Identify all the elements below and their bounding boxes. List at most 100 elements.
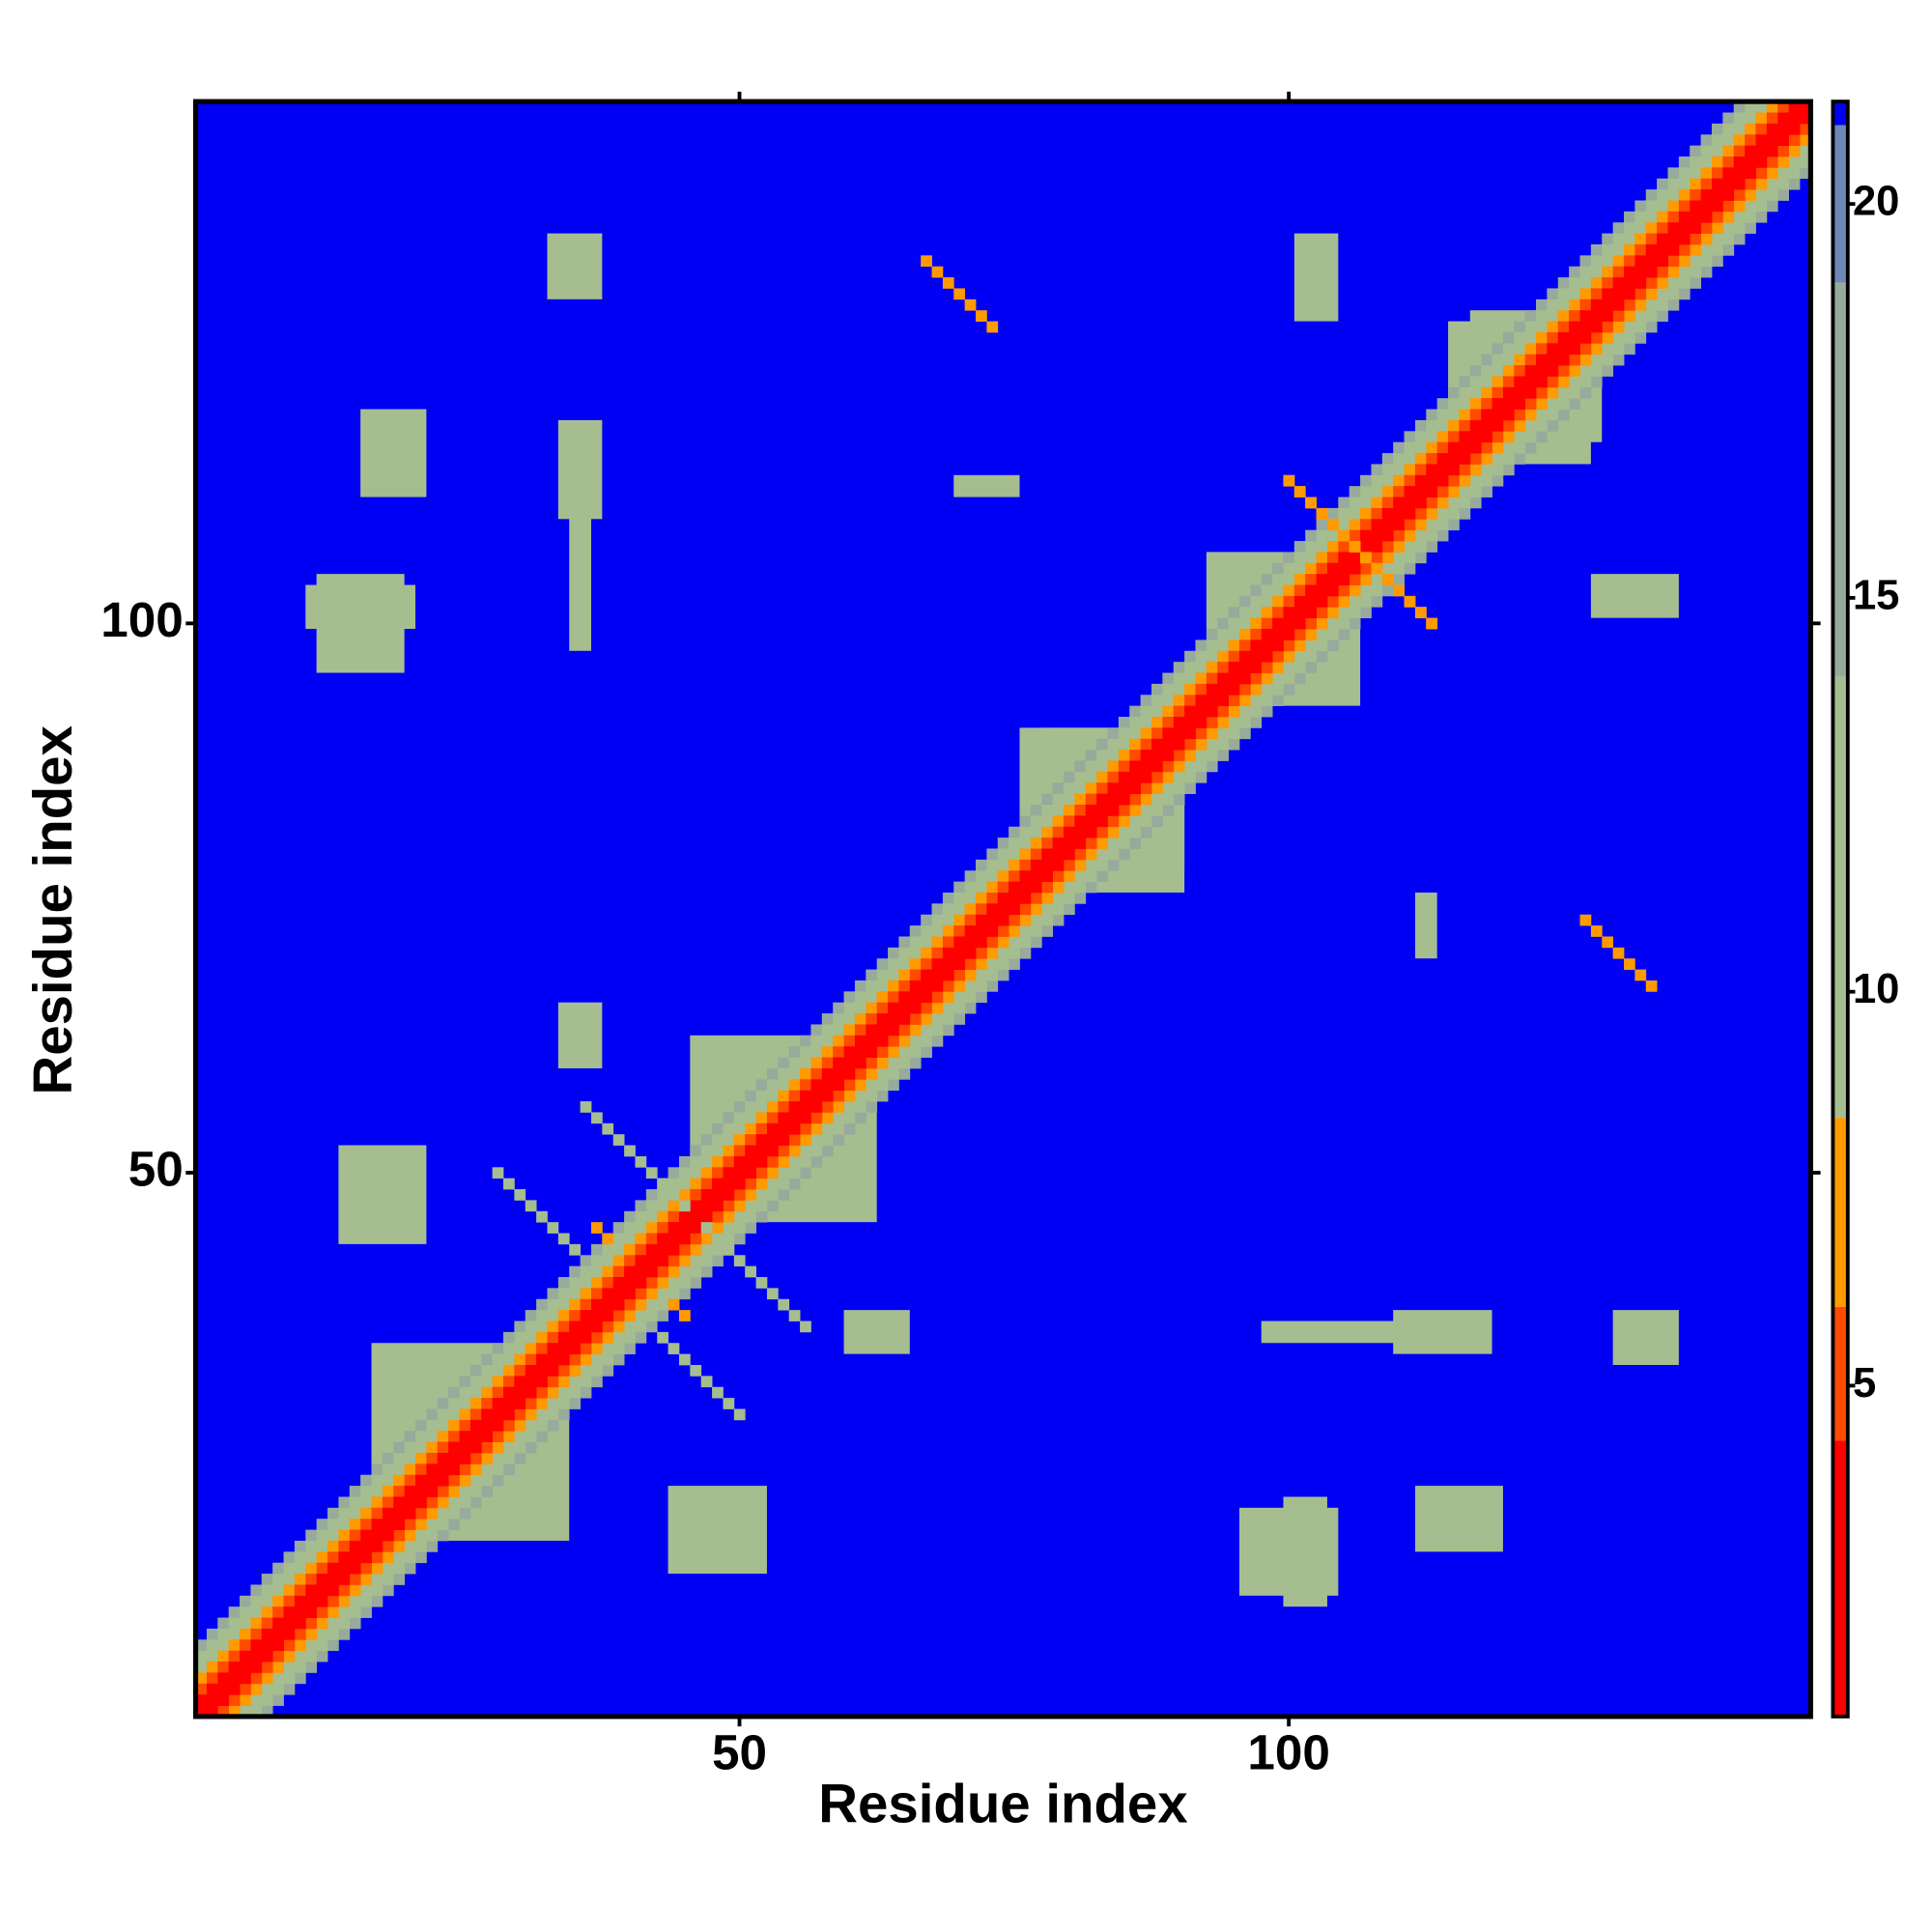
cell <box>1547 310 1559 322</box>
cell <box>712 1145 724 1157</box>
cell <box>217 1639 230 1652</box>
cell <box>240 1628 251 1640</box>
cell <box>1502 365 1515 377</box>
cell <box>569 1386 581 1399</box>
cell <box>976 980 987 992</box>
cell <box>733 1222 746 1234</box>
cell <box>1426 541 1438 553</box>
cell <box>261 1617 273 1630</box>
cell <box>778 1112 790 1124</box>
cell <box>1799 134 1811 147</box>
cell <box>1009 903 1020 916</box>
contact-patch <box>1293 233 1339 322</box>
cell <box>1404 474 1416 487</box>
cell <box>1085 771 1097 783</box>
cell <box>1293 595 1306 608</box>
cell <box>645 1310 658 1321</box>
cell <box>382 1519 394 1530</box>
cell <box>1238 639 1251 652</box>
cell <box>272 1562 284 1575</box>
cell <box>206 1683 218 1695</box>
cell <box>360 1529 372 1542</box>
cell <box>645 1233 658 1245</box>
cell <box>898 1002 911 1014</box>
cell <box>261 1672 273 1685</box>
cell <box>876 1013 889 1025</box>
cell <box>690 1222 702 1234</box>
cell <box>964 958 977 970</box>
cell <box>338 1507 351 1520</box>
cell <box>426 1507 439 1520</box>
cell <box>1151 760 1163 773</box>
cell <box>1777 134 1789 147</box>
cell <box>1305 662 1317 673</box>
cell <box>1228 683 1240 696</box>
cell <box>1624 266 1635 278</box>
cell <box>733 1233 746 1245</box>
cell <box>833 1122 844 1135</box>
cell <box>1502 453 1515 465</box>
cell <box>261 1662 273 1673</box>
cell <box>733 1189 746 1201</box>
cell <box>1360 507 1372 520</box>
cell <box>821 1046 834 1058</box>
cell <box>1678 288 1690 300</box>
cell <box>1799 112 1811 125</box>
cell <box>1481 376 1492 388</box>
cell <box>393 1574 406 1585</box>
cell <box>1469 441 1482 454</box>
cell <box>1305 639 1317 652</box>
cell <box>206 1705 218 1718</box>
cell <box>1393 453 1405 465</box>
cell <box>283 1672 296 1685</box>
cell <box>547 1321 559 1333</box>
cell <box>393 1507 406 1520</box>
cell <box>250 1694 263 1706</box>
cell <box>1326 617 1339 630</box>
cell <box>1590 343 1603 355</box>
cell <box>1536 365 1548 377</box>
cell <box>1799 145 1811 157</box>
cell <box>469 1431 482 1442</box>
cell <box>854 1002 867 1014</box>
cell <box>657 1189 668 1201</box>
plot-frame <box>193 99 1813 1719</box>
cell <box>1074 793 1087 806</box>
cell <box>1009 958 1020 970</box>
cell <box>514 1331 526 1344</box>
cell <box>909 1057 922 1069</box>
cell <box>1612 310 1625 322</box>
cell <box>690 1210 702 1223</box>
cell <box>1492 354 1504 366</box>
cell <box>590 1376 603 1388</box>
x-tick-label: 100 <box>1247 1724 1330 1779</box>
cell <box>821 1101 834 1113</box>
cell <box>327 1584 339 1597</box>
cell <box>360 1606 372 1618</box>
cell <box>195 1639 208 1652</box>
cell <box>1151 695 1163 707</box>
cell <box>1173 705 1185 718</box>
cell <box>788 1155 801 1168</box>
cell <box>624 1321 636 1333</box>
cell <box>678 1200 691 1212</box>
cell <box>788 1134 801 1146</box>
cell <box>1745 156 1756 168</box>
cell <box>1151 804 1163 816</box>
cell <box>921 255 932 268</box>
cell <box>1634 969 1647 981</box>
cell <box>1481 431 1492 443</box>
cell <box>1624 211 1635 223</box>
cell <box>1019 826 1032 838</box>
cell <box>1492 409 1504 421</box>
cell <box>580 1386 592 1399</box>
cell <box>1381 574 1394 585</box>
cell <box>294 1639 306 1652</box>
cell <box>788 1122 801 1135</box>
cell <box>1766 167 1778 180</box>
cell <box>909 1013 922 1025</box>
cell <box>1316 607 1328 619</box>
cell <box>866 1035 878 1047</box>
cell <box>1678 189 1690 201</box>
cell <box>1371 519 1383 531</box>
